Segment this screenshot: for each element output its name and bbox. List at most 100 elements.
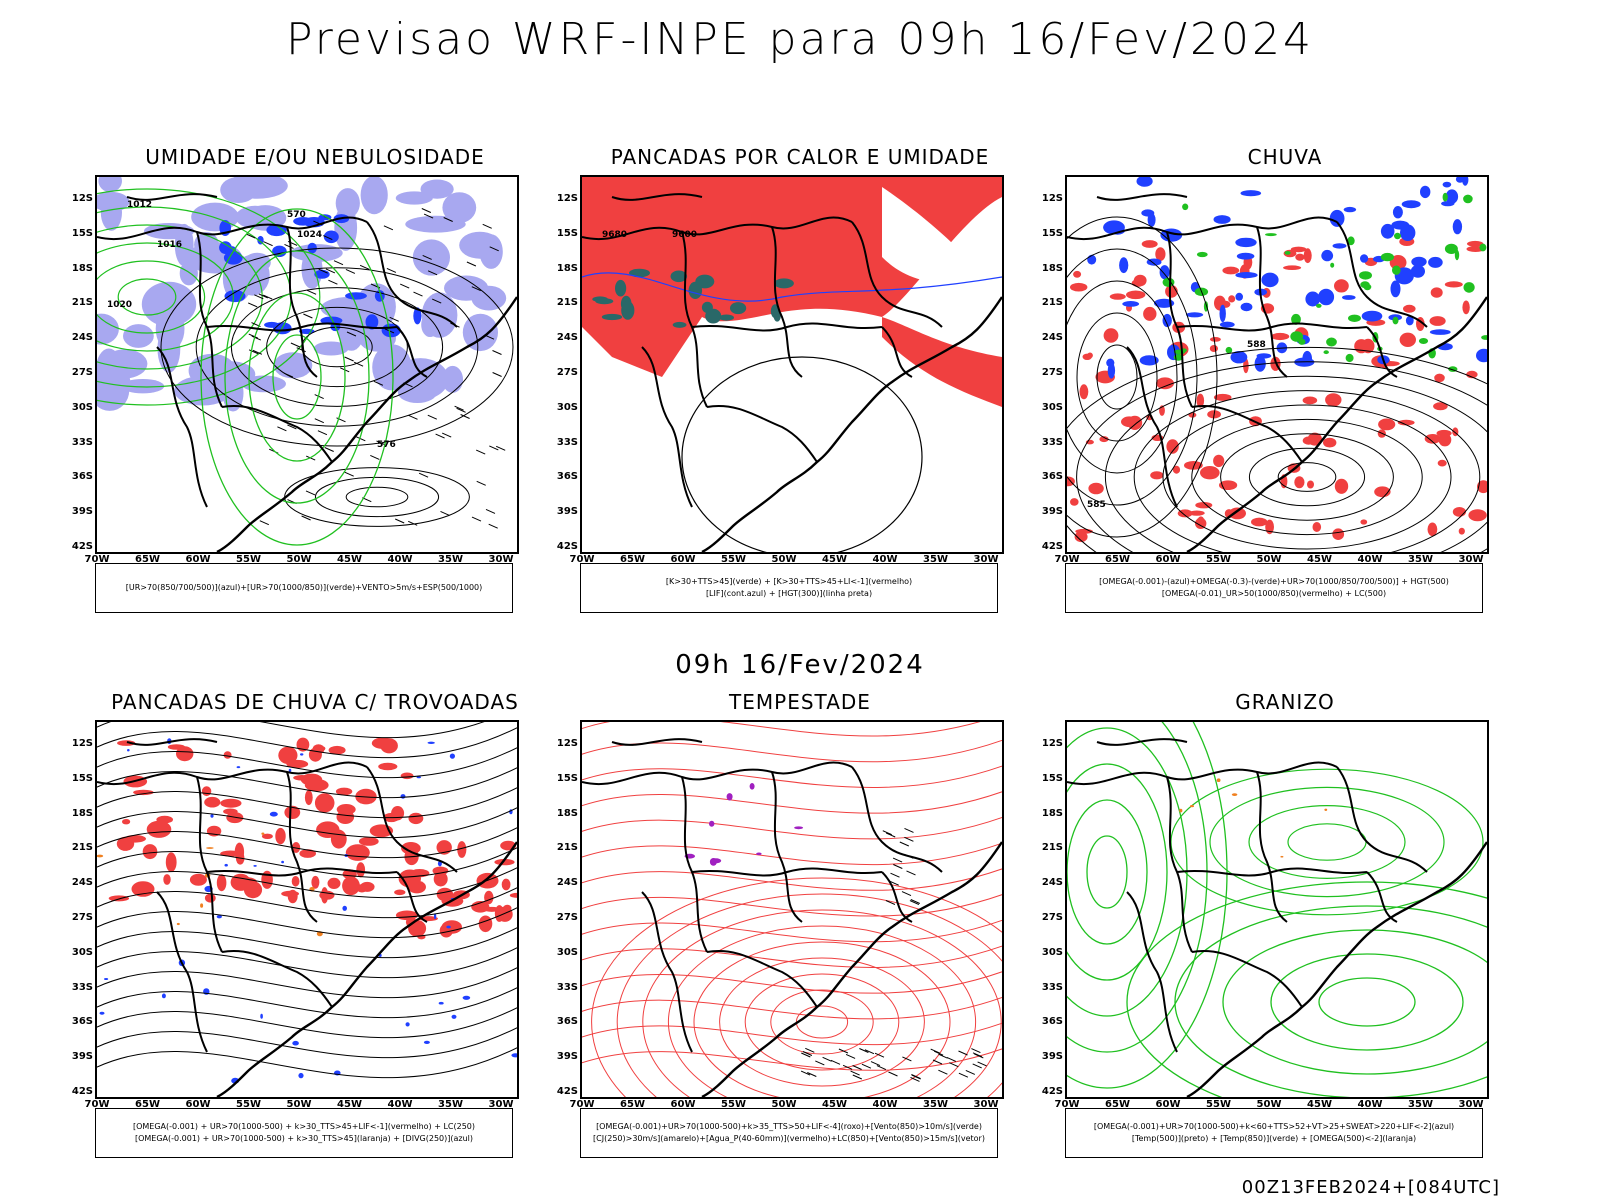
lon-tick-label: 40W — [1357, 554, 1383, 565]
lon-tick-label: 65W — [1105, 1099, 1130, 1110]
lat-tick-label: 21S — [556, 297, 578, 309]
weather-map: 1012 1016 1020 1024 576 570 — [95, 175, 519, 554]
lon-tick-label: 30W — [1458, 1099, 1484, 1110]
panel-title: UMIDADE E/OU NEBULOSIDADE — [145, 145, 485, 169]
lat-tick-label: 39S — [71, 506, 93, 518]
panel-umidade: UMIDADE E/OU NEBULOSIDADE 1012 1016 1020 102… — [65, 145, 565, 645]
panel-legend: [UR>70(850/700/500)](azul)+[UR>70(1000/8… — [95, 563, 513, 613]
lon-tick-label: 65W — [1105, 554, 1130, 565]
legend-line: [OMEGA(-0.001) + UR>70(1000-500) + k>30_… — [134, 1134, 474, 1143]
legend-line: [OMEGA(-0.01)_UR>50(1000/850)(vermelho) … — [1161, 589, 1387, 598]
lat-tick-label: 30S — [1041, 401, 1063, 413]
contour-label: 570 — [287, 210, 306, 220]
legend-line: [OMEGA(-0.001) + UR>70(1000-500) + k>30_… — [132, 1122, 476, 1131]
weather-map — [95, 720, 519, 1099]
lat-tick-label: 39S — [1041, 506, 1063, 518]
lat-tick-label: 15S — [1041, 227, 1063, 239]
lon-tick-label: 70W — [1054, 1099, 1080, 1110]
lat-tick-label: 30S — [556, 946, 578, 958]
contour-label: 1016 — [157, 240, 182, 250]
panel-title: PANCADAS POR CALOR E UMIDADE — [610, 145, 990, 169]
legend-line: [OMEGA(-0.001)+UR>70(1000-500)+k<60+TTS>… — [1093, 1122, 1455, 1131]
lon-tick-label: 40W — [387, 554, 413, 565]
lat-tick-label: 36S — [71, 471, 93, 483]
lon-tick-label: 60W — [670, 554, 696, 565]
lat-tick-label: 27S — [71, 912, 93, 923]
lat-tick-label: 12S — [556, 738, 578, 749]
lon-tick-label: 45W — [337, 1099, 362, 1110]
lat-tick-label: 33S — [71, 981, 93, 993]
lon-tick-label: 50W — [771, 1099, 797, 1110]
lon-tick-label: 45W — [337, 554, 362, 565]
weather-map — [1065, 720, 1489, 1099]
panel-title: TEMPESTADE — [729, 690, 871, 714]
lon-tick-label: 50W — [771, 554, 797, 565]
lon-tick-label: 35W — [438, 1099, 463, 1110]
lon-tick-label: 55W — [1206, 1099, 1231, 1110]
lon-tick-label: 55W — [1206, 554, 1231, 565]
lat-tick-label: 33S — [1041, 981, 1063, 993]
lat-tick-label: 12S — [556, 193, 578, 204]
lat-tick-label: 21S — [556, 842, 578, 854]
lat-tick-label: 42S — [556, 541, 578, 552]
lat-tick-label: 42S — [1041, 1086, 1063, 1097]
lon-tick-label: 60W — [1155, 554, 1181, 565]
legend-line: [OMEGA(-0.001)+UR>70(1000-500)+k>35_TTS>… — [596, 1122, 982, 1131]
lat-tick-label: 39S — [71, 1051, 93, 1063]
lat-tick-label: 36S — [1041, 1016, 1063, 1028]
panel-title: PANCADAS DE CHUVA C/ TROVOADAS — [111, 690, 519, 714]
lon-tick-label: 35W — [923, 554, 948, 565]
map-graphic: 9680 9600 — [582, 177, 1002, 552]
lon-tick-label: 60W — [1155, 1099, 1181, 1110]
lat-tick-label: 24S — [1041, 332, 1063, 344]
lat-tick-label: 33S — [71, 436, 93, 448]
lon-tick-label: 70W — [569, 554, 595, 565]
map-graphic — [1067, 722, 1487, 1097]
lat-tick-label: 42S — [71, 541, 93, 552]
legend-line: [LIF](cont.azul) + [HGT(300)](linha pret… — [705, 589, 873, 598]
lat-tick-label: 36S — [556, 471, 578, 483]
lat-tick-label: 18S — [556, 262, 578, 274]
map-graphic: 585 588 — [1067, 177, 1487, 552]
lat-tick-label: 12S — [71, 193, 93, 204]
map-graphic — [97, 722, 517, 1097]
lon-tick-label: 70W — [1054, 554, 1080, 565]
contour-label: 9680 — [602, 230, 627, 240]
panel-legend: [OMEGA(-0.001)+UR>70(1000-500)+k<60+TTS>… — [1065, 1108, 1483, 1158]
lat-tick-label: 27S — [1041, 912, 1063, 923]
lon-tick-label: 35W — [923, 1099, 948, 1110]
lat-tick-label: 12S — [71, 738, 93, 749]
contour-label: 1024 — [297, 230, 322, 240]
run-info: 00Z13FEB2024+[084UTC] — [1241, 1177, 1500, 1198]
lat-tick-label: 15S — [1041, 772, 1063, 784]
panel-pancadas-calor: PANCADAS POR CALOR E UMIDADE 9680 9600 12S 1… — [550, 145, 1050, 645]
lon-tick-label: 40W — [872, 554, 898, 565]
lat-tick-label: 36S — [1041, 471, 1063, 483]
lat-tick-label: 12S — [1041, 193, 1063, 204]
lat-tick-label: 33S — [1041, 436, 1063, 448]
panel-granizo: GRANIZO 12S 15S 18S 21S 24S 27S 30S 33S 36S 39S 42S… — [1035, 690, 1535, 1190]
lat-tick-label: 33S — [556, 436, 578, 448]
panel-title: CHUVA — [1247, 145, 1323, 169]
contour-label: 585 — [1087, 500, 1106, 510]
lon-tick-label: 65W — [135, 1099, 160, 1110]
lat-tick-label: 15S — [71, 772, 93, 784]
legend-line: [UR>70(850/700/500)](azul)+[UR>70(1000/8… — [125, 583, 483, 592]
lat-tick-label: 24S — [1041, 877, 1063, 889]
legend-line: [Temp(500)](preto) + [Temp(850)](verde) … — [1131, 1134, 1417, 1143]
lat-tick-label: 18S — [1041, 262, 1063, 274]
map-graphic: 1012 1016 1020 1024 576 570 — [97, 177, 517, 552]
weather-map — [580, 720, 1004, 1099]
lon-tick-label: 30W — [973, 1099, 999, 1110]
lat-tick-label: 21S — [1041, 842, 1063, 854]
lon-tick-label: 30W — [973, 554, 999, 565]
lat-tick-label: 18S — [1041, 807, 1063, 819]
lon-tick-label: 70W — [84, 554, 110, 565]
lat-tick-label: 36S — [71, 1016, 93, 1028]
panel-legend: [OMEGA(-0.001) + UR>70(1000-500) + k>30_… — [95, 1108, 513, 1158]
panel-chuva: CHUVA 585 588 12S 15S 18S 21S 24S 27S 30S 33S 36S 39… — [1035, 145, 1535, 645]
lat-tick-label: 24S — [556, 332, 578, 344]
lat-tick-label: 15S — [556, 772, 578, 784]
lat-tick-label: 21S — [71, 842, 93, 854]
lon-tick-label: 40W — [872, 1099, 898, 1110]
